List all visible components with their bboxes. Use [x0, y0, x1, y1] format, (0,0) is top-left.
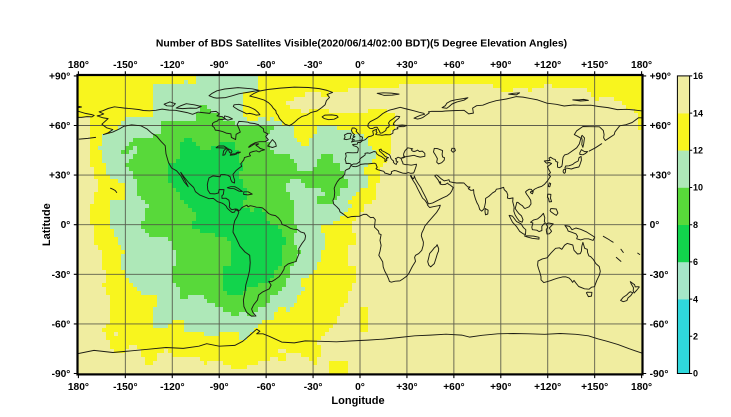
svg-text:Number of BDS Satellites Visib: Number of BDS Satellites Visible(2020/06… — [156, 39, 567, 50]
svg-text:-120°: -120° — [160, 382, 184, 393]
svg-text:12: 12 — [693, 146, 703, 156]
svg-text:-90°: -90° — [650, 369, 669, 380]
svg-text:+30°: +30° — [49, 171, 70, 182]
svg-text:-60°: -60° — [650, 319, 669, 330]
svg-text:+120°: +120° — [534, 60, 561, 71]
svg-text:+90°: +90° — [650, 71, 671, 82]
svg-text:-120°: -120° — [160, 60, 184, 71]
svg-text:-60°: -60° — [257, 60, 276, 71]
svg-text:+60°: +60° — [650, 121, 671, 132]
svg-text:180°: 180° — [631, 60, 652, 71]
svg-text:0°: 0° — [355, 382, 365, 393]
svg-text:+150°: +150° — [581, 382, 608, 393]
svg-text:+30°: +30° — [396, 60, 417, 71]
svg-text:-30°: -30° — [650, 270, 669, 281]
svg-text:-150°: -150° — [113, 382, 137, 393]
svg-text:+150°: +150° — [581, 60, 608, 71]
svg-text:-30°: -30° — [52, 270, 71, 281]
svg-text:180°: 180° — [631, 382, 652, 393]
svg-text:0°: 0° — [650, 220, 660, 231]
svg-text:16: 16 — [693, 71, 703, 81]
svg-text:6: 6 — [693, 257, 698, 267]
svg-text:4: 4 — [693, 294, 698, 304]
svg-text:-90°: -90° — [52, 369, 71, 380]
svg-text:+60°: +60° — [443, 382, 464, 393]
svg-text:Latitude: Latitude — [41, 203, 53, 246]
svg-text:-90°: -90° — [210, 60, 229, 71]
svg-text:10: 10 — [693, 183, 703, 193]
svg-text:+120°: +120° — [534, 382, 561, 393]
svg-text:+90°: +90° — [490, 60, 511, 71]
svg-text:+90°: +90° — [490, 382, 511, 393]
svg-text:0: 0 — [693, 369, 698, 379]
svg-text:14: 14 — [693, 108, 703, 118]
svg-text:+30°: +30° — [396, 382, 417, 393]
svg-text:0°: 0° — [355, 60, 365, 71]
svg-text:180°: 180° — [68, 60, 89, 71]
svg-text:8: 8 — [693, 220, 698, 230]
svg-text:-60°: -60° — [52, 319, 71, 330]
svg-text:+60°: +60° — [49, 121, 70, 132]
svg-text:-90°: -90° — [210, 382, 229, 393]
svg-text:0°: 0° — [61, 220, 71, 231]
svg-text:-30°: -30° — [304, 60, 323, 71]
svg-text:+60°: +60° — [443, 60, 464, 71]
svg-text:-150°: -150° — [113, 60, 137, 71]
svg-text:2: 2 — [693, 332, 698, 342]
svg-text:-60°: -60° — [257, 382, 276, 393]
svg-text:-30°: -30° — [304, 382, 323, 393]
svg-text:Longitude: Longitude — [331, 395, 384, 407]
svg-text:+30°: +30° — [650, 171, 671, 182]
svg-text:180°: 180° — [68, 382, 89, 393]
svg-text:+90°: +90° — [49, 71, 70, 82]
